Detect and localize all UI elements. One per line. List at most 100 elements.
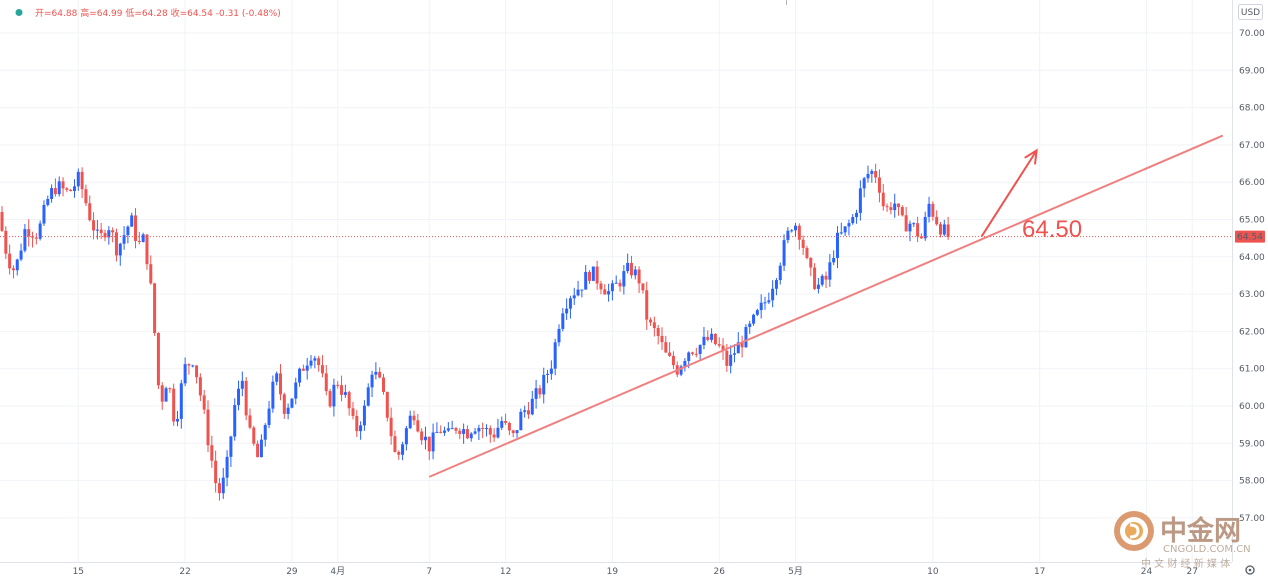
candle [629, 255, 633, 279]
candle [568, 295, 572, 319]
candle [851, 214, 855, 225]
price-tick-label: 67.00 [1239, 141, 1265, 151]
candle [881, 184, 885, 211]
candle [195, 365, 199, 384]
candle [362, 400, 366, 431]
candle [46, 195, 50, 207]
candle [317, 355, 321, 372]
candle [897, 203, 901, 216]
candle [38, 220, 42, 241]
candle [145, 234, 149, 270]
candle [473, 428, 477, 435]
candle [27, 219, 31, 247]
candle [935, 210, 939, 226]
grid-lines [0, 0, 1232, 562]
time-tick-label: 24 [1141, 567, 1153, 577]
candle [187, 363, 191, 375]
candle [649, 317, 653, 326]
candle [50, 184, 54, 203]
candle [237, 380, 241, 411]
candle [389, 407, 393, 445]
candle [206, 400, 210, 453]
last-price-badge: 64.54 [1235, 230, 1265, 243]
trendline [428, 134, 1224, 478]
candle [809, 257, 813, 277]
candle [240, 371, 244, 397]
candle [416, 413, 420, 433]
candle [69, 188, 73, 192]
candle [855, 209, 859, 224]
candle [160, 382, 164, 410]
candle [252, 425, 256, 446]
candle [404, 425, 408, 451]
candle [275, 371, 279, 386]
candle [210, 435, 214, 468]
candle [0, 206, 4, 233]
time-tick-label: 19 [607, 567, 619, 577]
candle [561, 307, 565, 332]
candle [645, 281, 649, 330]
price-axis: 57.00 58.00 59.00 60.00 61.00 62.00 63.00 64.00… [1239, 29, 1265, 524]
candle [824, 271, 828, 289]
candle [134, 208, 138, 249]
candle [622, 265, 626, 295]
candle [797, 223, 801, 250]
candle [408, 410, 412, 430]
candle [4, 226, 8, 259]
candle [175, 411, 179, 427]
settings-gear-icon[interactable] [1245, 565, 1255, 575]
candle [744, 324, 748, 348]
time-tick-label: 27 [1187, 567, 1198, 577]
candle [782, 234, 786, 272]
candle [343, 384, 347, 398]
price-tick-label: 70.00 [1239, 29, 1265, 39]
last-price-label: 64.54 [1237, 233, 1263, 243]
candle [794, 222, 798, 237]
candle [88, 195, 92, 222]
candle [198, 373, 202, 402]
candle [168, 387, 172, 393]
candle [481, 422, 485, 439]
candle [801, 235, 805, 255]
candle [137, 231, 141, 245]
currency-badge[interactable]: USD [1238, 4, 1263, 20]
candle [729, 345, 733, 374]
candle [61, 177, 65, 197]
candle [530, 390, 534, 416]
time-tick-label: 5月 [788, 566, 803, 577]
candle [488, 425, 492, 443]
candle [790, 229, 794, 233]
candle [549, 360, 553, 380]
candle [278, 364, 282, 401]
candle [53, 178, 57, 197]
candle [256, 440, 260, 458]
candle [99, 222, 103, 239]
candle [656, 324, 660, 345]
candle [580, 289, 584, 298]
candle [816, 277, 820, 294]
candle [683, 358, 687, 372]
candle [153, 282, 157, 336]
candle [599, 280, 603, 295]
candle [462, 423, 466, 444]
watermark-title: 中金网 [1160, 515, 1241, 547]
price-tick-label: 66.00 [1239, 178, 1265, 188]
ohlc-open: 开=64.88 [35, 8, 78, 19]
candle [31, 231, 35, 248]
candle [305, 358, 309, 380]
candle [767, 292, 771, 304]
price-tick-label: 58.00 [1239, 477, 1265, 487]
candle [576, 280, 580, 297]
candle [359, 421, 363, 440]
candle [141, 232, 145, 243]
time-tick-label: 15 [73, 567, 84, 577]
candle [267, 400, 271, 429]
candle [519, 408, 523, 431]
candle [496, 418, 500, 439]
candle [221, 468, 225, 499]
candle [229, 435, 233, 467]
candle [507, 421, 511, 436]
candle [149, 255, 153, 285]
candle [511, 429, 515, 438]
